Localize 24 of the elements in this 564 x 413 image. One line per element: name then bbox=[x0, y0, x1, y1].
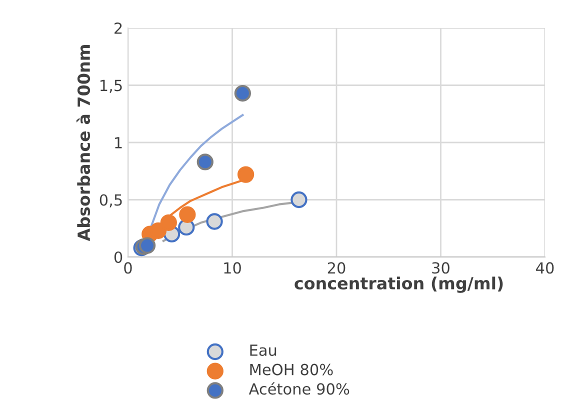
x-axis-title: concentration (mg/ml) bbox=[294, 276, 503, 293]
point bbox=[150, 222, 167, 239]
point bbox=[234, 84, 252, 102]
point bbox=[206, 213, 223, 230]
point bbox=[237, 166, 254, 183]
point bbox=[138, 237, 156, 254]
y-tick-label: 0 bbox=[114, 251, 122, 264]
x-tick-label: 20 bbox=[328, 262, 346, 274]
y-axis-title: Absorbance à 700nm bbox=[76, 45, 90, 242]
y-tick-label: 0,5 bbox=[100, 194, 122, 208]
y-tick-label: 2 bbox=[114, 22, 122, 34]
legend-label: Eau bbox=[250, 344, 276, 356]
y-tick-label: 1 bbox=[115, 137, 122, 148]
point bbox=[160, 214, 177, 231]
legend-label: Acétone 90% bbox=[248, 382, 350, 395]
x-tick-label: 10 bbox=[224, 262, 241, 274]
legend-label: MeOH 80% bbox=[250, 364, 333, 376]
x-tick-label: 30 bbox=[432, 262, 450, 274]
point bbox=[196, 154, 214, 170]
y-tick-label: 1,5 bbox=[100, 80, 122, 93]
x-tick-label: 40 bbox=[536, 262, 554, 274]
point bbox=[179, 206, 196, 223]
x-tick-label: 0 bbox=[124, 262, 132, 274]
point bbox=[290, 191, 308, 208]
